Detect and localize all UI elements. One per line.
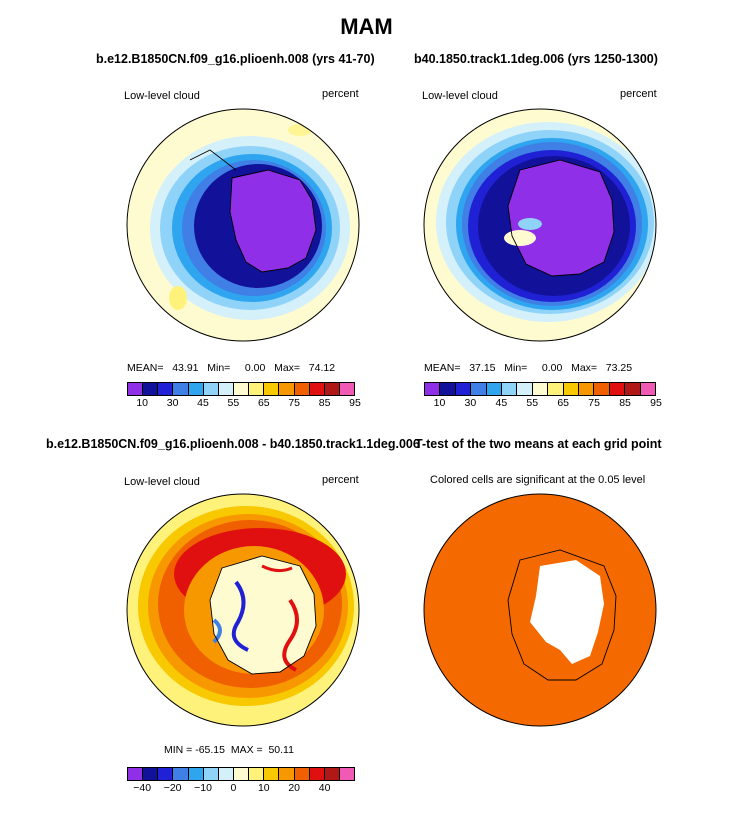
map-4-border bbox=[423, 493, 657, 727]
colorbar-swatch bbox=[609, 383, 626, 395]
colorbar-tick-label: 30 bbox=[166, 397, 179, 409]
colorbar-swatch bbox=[502, 383, 518, 395]
colorbar-swatch bbox=[563, 383, 580, 395]
colorbar-swatch bbox=[625, 383, 641, 395]
colorbar-tick-label: 65 bbox=[557, 397, 570, 409]
panel-4-note: Colored cells are significant at the 0.0… bbox=[430, 474, 646, 486]
colorbar-swatch bbox=[173, 768, 189, 780]
colorbar-tick-label: 10 bbox=[136, 397, 149, 409]
colorbar-swatch bbox=[440, 383, 456, 395]
colorbar-tick-label: 55 bbox=[227, 397, 240, 409]
colorbar-swatch bbox=[339, 383, 355, 395]
panel-3-variable-label: Low-level cloud bbox=[124, 476, 200, 488]
colorbar-swatch bbox=[128, 383, 144, 395]
panel-2-variable-label: Low-level cloud bbox=[422, 90, 498, 102]
panel-1-title: b.e12.B1850CN.f09_g16.plioenh.008 (yrs 4… bbox=[96, 52, 375, 66]
colorbar-tick-label: 20 bbox=[288, 782, 301, 794]
panel-1-units-label: percent bbox=[322, 88, 359, 100]
colorbar-swatch bbox=[158, 768, 174, 780]
colorbar-swatch bbox=[173, 383, 189, 395]
colorbar-swatch bbox=[233, 383, 250, 395]
colorbar-tick-label: 95 bbox=[650, 397, 662, 409]
colorbar-swatch bbox=[640, 383, 656, 395]
map-3-border bbox=[126, 493, 360, 727]
colorbar-swatch bbox=[309, 383, 325, 395]
colorbar-tick-label: 10 bbox=[433, 397, 446, 409]
colorbar-3 bbox=[127, 767, 355, 781]
colorbar-swatch bbox=[294, 768, 310, 780]
colorbar-swatch bbox=[218, 768, 234, 780]
colorbar-swatch bbox=[203, 768, 219, 780]
colorbar-swatch bbox=[324, 768, 340, 780]
colorbar-tick-label: 40 bbox=[318, 782, 331, 794]
colorbar-swatch bbox=[143, 768, 159, 780]
colorbar-swatch bbox=[486, 383, 503, 395]
colorbar-tick-label: 30 bbox=[464, 397, 477, 409]
colorbar-tick-label: 75 bbox=[588, 397, 600, 409]
colorbar-tick-label: 85 bbox=[619, 397, 631, 409]
colorbar-tick-label: 10 bbox=[257, 782, 270, 794]
map-panel-4 bbox=[424, 494, 656, 726]
colorbar-swatch bbox=[128, 768, 144, 780]
colorbar-tick-label: 65 bbox=[257, 397, 270, 409]
panel-4-title: T-test of the two means at each grid poi… bbox=[415, 437, 662, 451]
map-panel-3 bbox=[127, 494, 359, 726]
figure-title: MAM bbox=[340, 14, 393, 39]
colorbar-tick-label: 85 bbox=[318, 397, 331, 409]
colorbar-swatch bbox=[188, 383, 204, 395]
panel-3-units-label: percent bbox=[322, 474, 359, 486]
colorbar-swatch bbox=[264, 768, 280, 780]
panel-1-variable-label: Low-level cloud bbox=[124, 90, 200, 102]
colorbar-swatch bbox=[455, 383, 472, 395]
map-2-border bbox=[423, 108, 657, 342]
colorbar-tick-label: −20 bbox=[163, 782, 182, 794]
colorbar-swatch bbox=[548, 383, 564, 395]
colorbar-tick-label: 95 bbox=[349, 397, 361, 409]
colorbar-tick-label: −10 bbox=[194, 782, 212, 794]
colorbar-swatch bbox=[264, 383, 280, 395]
colorbar-swatch bbox=[532, 383, 549, 395]
colorbar-swatch bbox=[517, 383, 533, 395]
colorbar-swatch bbox=[309, 768, 325, 780]
colorbar-swatch bbox=[425, 383, 441, 395]
colorbar-swatch bbox=[339, 768, 355, 780]
colorbar-swatch bbox=[158, 383, 174, 395]
colorbar-tick-label: 45 bbox=[495, 397, 508, 409]
colorbar-swatch bbox=[218, 383, 234, 395]
panel-3-stats: MIN = -65.15 MAX = 50.11 bbox=[164, 744, 294, 756]
colorbar-swatch bbox=[203, 383, 219, 395]
colorbar-tick-label: 45 bbox=[197, 397, 209, 409]
panel-2-units-label: percent bbox=[620, 88, 657, 100]
colorbar-swatch bbox=[279, 768, 295, 780]
panel-3-title: b.e12.B1850CN.f09_g16.plioenh.008 - b40.… bbox=[46, 437, 420, 451]
map-panel-2 bbox=[424, 109, 656, 341]
colorbar-swatch bbox=[188, 768, 204, 780]
colorbar-tick-label: 75 bbox=[288, 397, 301, 409]
colorbar-swatch bbox=[143, 383, 159, 395]
panel-2-title: b40.1850.track1.1deg.006 (yrs 1250-1300) bbox=[414, 52, 658, 66]
colorbar-swatch bbox=[294, 383, 310, 395]
colorbar-swatch bbox=[594, 383, 610, 395]
colorbar-swatch bbox=[249, 768, 265, 780]
colorbar-tick-label: −40 bbox=[133, 782, 152, 794]
colorbar-swatch bbox=[324, 383, 340, 395]
map-1-border bbox=[126, 108, 360, 342]
colorbar-1 bbox=[127, 382, 355, 396]
colorbar-swatch bbox=[249, 383, 265, 395]
colorbar-swatch bbox=[471, 383, 487, 395]
map-panel-1 bbox=[127, 109, 359, 341]
panel-2-stats: MEAN= 37.15 Min= 0.00 Max= 73.25 bbox=[424, 362, 633, 374]
colorbar-swatch bbox=[579, 383, 595, 395]
colorbar-2 bbox=[424, 382, 656, 396]
panel-1-stats: MEAN= 43.91 Min= 0.00 Max= 74.12 bbox=[127, 362, 336, 374]
colorbar-tick-label: 55 bbox=[526, 397, 539, 409]
colorbar-swatch bbox=[233, 768, 250, 780]
colorbar-swatch bbox=[279, 383, 295, 395]
colorbar-tick-label: 0 bbox=[230, 782, 237, 794]
